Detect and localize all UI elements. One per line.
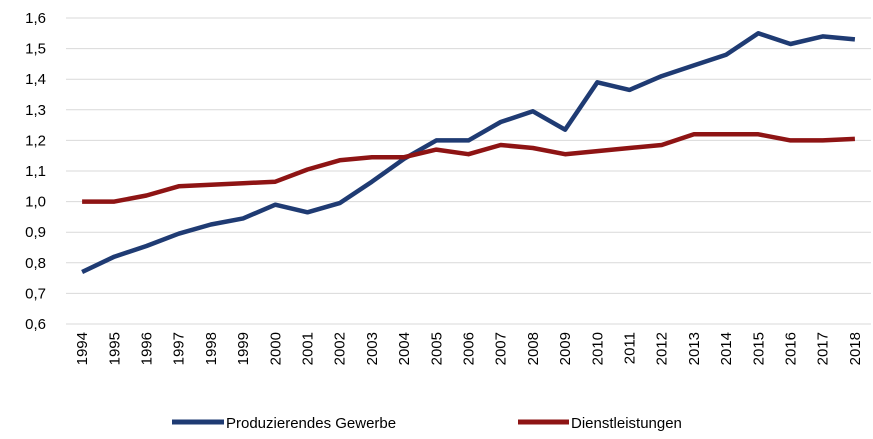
y-tick-label: 1,5 — [25, 41, 46, 58]
x-tick-label: 1995 — [106, 332, 123, 365]
x-tick-label: 2015 — [750, 332, 767, 365]
y-tick-label: 1,3 — [25, 102, 46, 119]
x-tick-label: 2016 — [783, 332, 800, 365]
y-tick-label: 0,7 — [25, 285, 46, 302]
legend-label: Dienstleistungen — [571, 415, 682, 432]
y-tick-label: 1,4 — [25, 71, 46, 88]
x-tick-label: 2009 — [557, 332, 574, 365]
x-tick-label: 2017 — [815, 332, 832, 365]
x-tick-label: 2007 — [493, 332, 510, 365]
x-tick-label: 2000 — [267, 332, 284, 365]
x-tick-label: 1994 — [74, 332, 91, 365]
x-tick-label: 2004 — [396, 332, 413, 365]
y-tick-label: 0,8 — [25, 255, 46, 272]
series-line — [82, 132, 856, 204]
x-tick-label: 2018 — [847, 332, 864, 365]
x-tick-label: 2001 — [300, 332, 317, 365]
y-tick-label: 1,1 — [25, 163, 46, 180]
x-tick-label: 1998 — [203, 332, 220, 365]
x-tick-label: 2011 — [622, 332, 639, 364]
x-tick-label: 1996 — [139, 332, 156, 365]
y-tick-label: 0,9 — [25, 224, 46, 241]
y-tick-label: 1,6 — [25, 10, 46, 27]
x-tick-label: 1997 — [171, 332, 188, 365]
x-tick-label: 2008 — [525, 332, 542, 365]
x-tick-label: 2013 — [686, 332, 703, 365]
x-tick-label: 1999 — [235, 332, 252, 365]
series-line — [81, 31, 856, 275]
x-tick-label: 2003 — [364, 332, 381, 365]
x-tick-label: 2014 — [718, 332, 735, 365]
x-tick-label: 2012 — [654, 332, 671, 365]
y-tick-label: 0,6 — [25, 316, 46, 333]
x-tick-label: 2002 — [332, 332, 349, 365]
x-tick-label: 2005 — [428, 332, 445, 365]
y-tick-label: 1,0 — [25, 194, 46, 211]
x-tick-label: 2006 — [461, 332, 478, 365]
legend-label: Produzierendes Gewerbe — [226, 415, 396, 432]
x-tick-label: 2010 — [589, 332, 606, 365]
y-tick-label: 1,2 — [25, 132, 46, 149]
